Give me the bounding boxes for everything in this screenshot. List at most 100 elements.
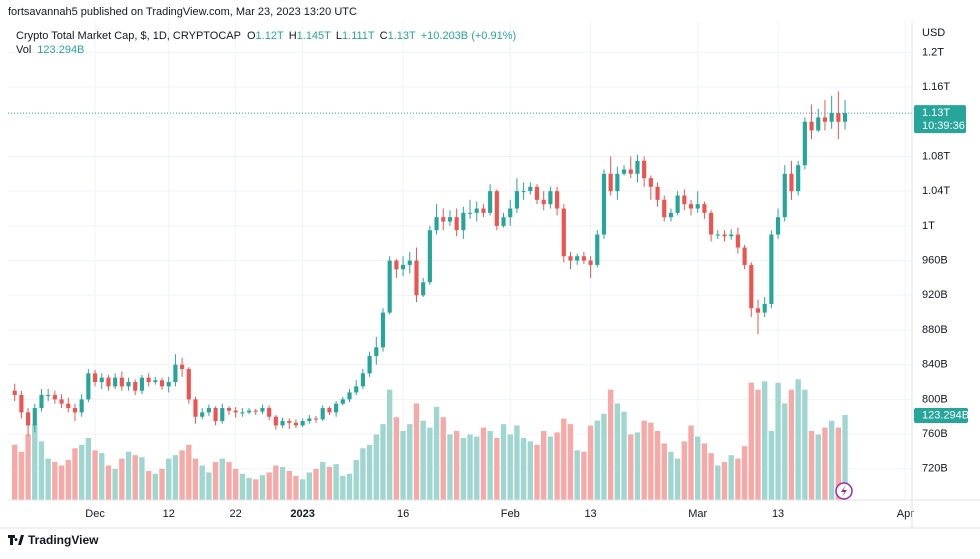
volume-bar [32, 424, 38, 500]
candle-body [822, 117, 828, 122]
candle-body [273, 416, 278, 426]
candle-body [534, 186, 540, 200]
candle-body [615, 173, 620, 192]
volume-bar [320, 462, 326, 500]
volume-bar [748, 382, 754, 500]
candle-body [621, 169, 627, 174]
volume-bar [18, 451, 25, 500]
volume-bar [313, 468, 319, 500]
candle-body [474, 208, 479, 213]
candle-body [414, 260, 419, 296]
candle-body [72, 408, 78, 413]
candle-body [186, 369, 191, 400]
volume-bar [273, 465, 279, 500]
candles [12, 91, 848, 436]
candle-body [628, 169, 633, 174]
candle-body [119, 377, 124, 387]
x-tick-label: Dec [85, 508, 105, 520]
y-tick-label: 1T [922, 220, 935, 232]
volume-bar [594, 420, 600, 500]
x-tick-label: 13 [772, 508, 784, 520]
volume-bar [166, 458, 172, 500]
volume-bar [822, 427, 828, 500]
candle-body [340, 399, 345, 404]
volume-bar [293, 475, 299, 500]
volume-bar [172, 455, 179, 500]
volume-bar [768, 431, 775, 500]
volume-bar [681, 441, 688, 500]
candle-body [742, 247, 747, 265]
volume-bar [802, 389, 808, 500]
volume-bar [721, 462, 728, 500]
volume-bar [695, 436, 701, 500]
candle-body [220, 408, 225, 422]
y-tick-label: 960B [922, 254, 948, 266]
change: +10.203B (+0.91%) [421, 30, 516, 42]
volume-bar [78, 444, 85, 500]
candle-body [260, 408, 265, 412]
o-value: 1.12T [256, 30, 284, 42]
volume-bar [393, 417, 400, 500]
volume-bar [782, 403, 788, 500]
candle-body [655, 186, 660, 200]
candle-body [829, 113, 834, 122]
candle-body [200, 412, 205, 417]
chart-title: Crypto Total Market Cap, $, 1D, CRYPTOCA… [16, 30, 516, 42]
candle-body [153, 380, 158, 383]
candle-body [92, 373, 98, 383]
volume-bar [480, 427, 487, 500]
candle-body [52, 395, 57, 400]
volume-bar [38, 441, 45, 500]
volume-bar [65, 459, 71, 500]
candle-body [106, 377, 111, 387]
candle-body [722, 234, 727, 237]
volume-bar [487, 431, 493, 500]
candle-body [541, 199, 546, 205]
volume-bar [527, 441, 533, 500]
candle-body [300, 421, 305, 426]
volume-bar [447, 434, 453, 500]
x-tick-label: Mar [688, 508, 707, 520]
candle-body [32, 408, 37, 426]
volume-bar [45, 458, 51, 500]
volume-bar [614, 403, 621, 500]
volume-bar [340, 475, 346, 500]
volume-bar [634, 432, 641, 500]
candle-body [441, 217, 446, 222]
volume-bar [286, 471, 292, 500]
volume-bar [520, 437, 527, 500]
volume-bar [112, 468, 118, 500]
countdown-label: 10:39:36 [922, 120, 965, 132]
lightning-glyph [841, 485, 847, 497]
y-tick-label: 880B [922, 324, 948, 336]
volume-bar [145, 471, 152, 500]
footer-logo: TradingView [8, 533, 99, 547]
y-tick-label: 720B [922, 463, 948, 475]
x-tick-label: Apr [897, 508, 914, 520]
candle-body [548, 191, 553, 205]
volume-bar [500, 424, 507, 500]
candle-body [193, 399, 198, 417]
volume-bar [701, 443, 708, 500]
volume-bar [232, 468, 239, 500]
volume-bar [52, 462, 58, 500]
volume-bar [554, 432, 560, 500]
volume-bar [420, 420, 426, 500]
volume-bar [628, 434, 634, 500]
volume-bar [835, 427, 842, 500]
candle-body [688, 204, 694, 209]
candle-body [494, 191, 499, 226]
volume-bar [648, 422, 654, 500]
volume-bar [494, 437, 500, 500]
candle-body [802, 121, 807, 166]
volume-bars [12, 379, 848, 500]
volume-bar [139, 457, 145, 500]
volume-bar [219, 458, 225, 500]
volume-bar [541, 431, 547, 500]
volume-bar [601, 413, 607, 500]
y-tick-label: 840B [922, 359, 948, 371]
volume-bar [674, 458, 681, 500]
volume-bar [346, 473, 353, 500]
